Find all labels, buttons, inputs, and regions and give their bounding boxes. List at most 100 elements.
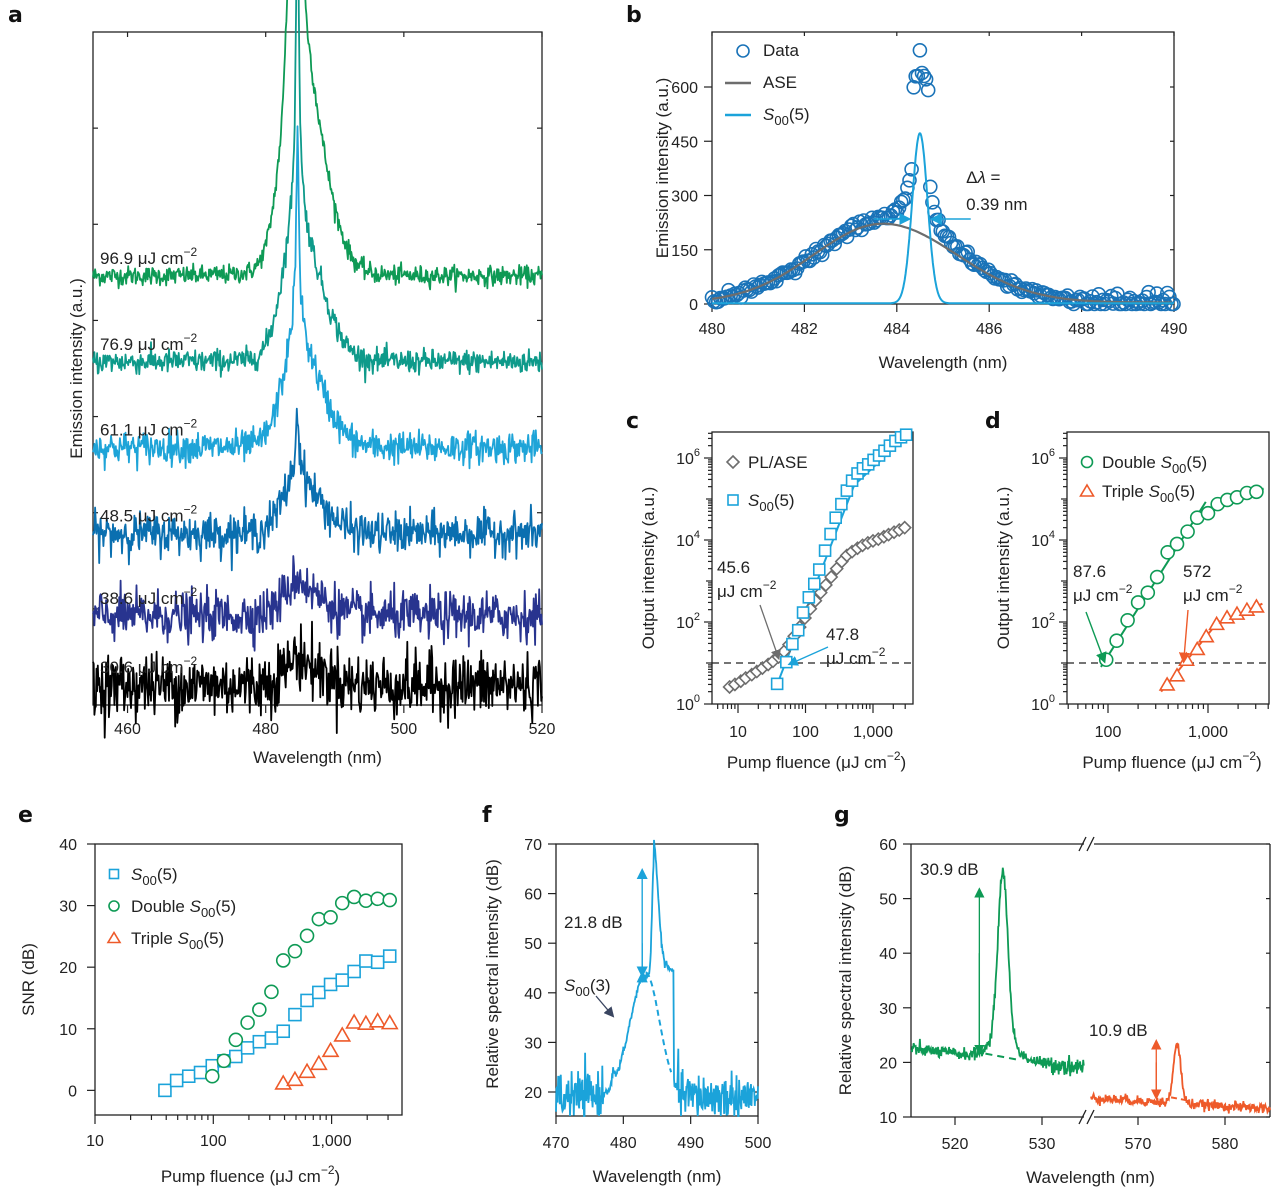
x-axis-label: Wavelength (nm): [253, 748, 382, 767]
panel-b-chart: 480 482 484 486 488 490 0 150 300 450 600 Wavelengt…: [653, 31, 1187, 372]
y-tick-label: 102: [676, 611, 700, 632]
double-s00-point: [1169, 536, 1185, 552]
panel-letter-c: c: [626, 409, 639, 434]
axis-break-mark: [1086, 1109, 1095, 1125]
double-s00-point: [1249, 484, 1264, 500]
panel-letter-a: a: [8, 3, 23, 28]
x-axis-label: Wavelength (nm): [1026, 1168, 1155, 1187]
y-axis-label: Output intensity (a.u.): [994, 487, 1013, 650]
legend-pl-marker: [725, 454, 741, 470]
annotation-87-6-value: 87.6: [1073, 562, 1106, 581]
pl-ase-point: [897, 520, 912, 535]
x-axis-label: Pump fluence (μJ cm−2): [161, 1163, 340, 1186]
x-tick-label: 482: [791, 321, 818, 338]
s00-point: [770, 677, 784, 691]
y-tick-label: 40: [59, 837, 77, 854]
s00-fit-line: [712, 132, 1174, 305]
panel-letter-e: e: [18, 803, 33, 828]
s00-snr-point: [240, 1041, 255, 1055]
legend-triple-s00-label: Triple S00(5): [131, 929, 224, 952]
annotation-47-8-value: 47.8: [826, 625, 859, 644]
y-tick-label: 102: [1031, 611, 1055, 632]
x-axis-label: Pump fluence (μJ cm−2): [1082, 749, 1261, 772]
double-s00-snr-point: [358, 893, 374, 908]
panel-c-chart: 100 102 104 106 10 100 1,000 Pump fluence (μJ c…: [639, 428, 914, 772]
x-tick-label: 530: [1029, 1136, 1056, 1153]
legend-data-label: Data: [763, 41, 799, 60]
y-tick-label: 300: [671, 189, 698, 206]
panel-letter-g: g: [834, 803, 850, 828]
series-label: 38.6 μJ cm−2: [100, 585, 198, 608]
legend-triple-marker: [1079, 483, 1095, 497]
double-s00-snr-point: [204, 1068, 220, 1084]
y-tick-label: 0: [68, 1083, 77, 1100]
y-tick-label: 100: [676, 693, 700, 714]
triple-spectrum-line: [1090, 1042, 1271, 1115]
triple-snr-label: 10.9 dB: [1089, 1021, 1148, 1040]
data-point: [920, 82, 936, 98]
data-point: [910, 68, 926, 84]
double-s00-snr-point: [275, 953, 291, 968]
s00-point: [796, 606, 810, 619]
x-tick-label: 520: [942, 1136, 969, 1153]
y-axis-label: Emission intensity (a.u.): [67, 278, 86, 458]
spectrum-line: [92, 125, 543, 472]
triple-s00-snr-point: [368, 1012, 387, 1028]
legend-s00-label: S00(5): [748, 491, 795, 514]
panel-e-chart: 0 10 20 30 40 10 100 1,000 Pump fluence (μJ cm−2…: [19, 837, 403, 1186]
triple-s00-point: [1188, 640, 1206, 656]
legend-data-marker: [736, 44, 750, 58]
series-label: 61.1 μJ cm−2: [100, 417, 198, 440]
s00-snr-point: [300, 993, 314, 1008]
y-tick-label: 30: [59, 899, 77, 916]
s00-point: [786, 637, 799, 651]
y-tick-label: 40: [524, 986, 542, 1003]
s00-snr-point: [382, 949, 397, 963]
y-tick-label: 10: [59, 1022, 77, 1039]
legend-triple-s00-marker: [106, 930, 122, 944]
annotation-45-6-unit: μJ cm−2: [717, 578, 777, 601]
triple-s00-snr-point: [380, 1014, 399, 1030]
legend-s00-label: S00(5): [763, 105, 810, 128]
triple-s00-point: [1197, 628, 1215, 643]
background-fit-dashed: [645, 971, 673, 1073]
y-axis-label: Relative spectral intensity (dB): [483, 859, 502, 1089]
legend-s00-label: S00(5): [131, 865, 178, 888]
spectrum-line: [92, 0, 543, 384]
y-axis-label: Emission intensity (a.u.): [653, 78, 672, 258]
annotation-47-8-unit: μJ cm−2: [826, 645, 886, 668]
double-s00-point: [1120, 613, 1135, 628]
y-tick-label: 0: [689, 297, 698, 314]
spectrum-line: [92, 0, 543, 293]
spectrum-line: [92, 555, 543, 652]
y-axis-label: Output intensity (a.u.): [639, 487, 658, 650]
x-tick-label: 10: [86, 1133, 104, 1150]
x-tick-label: 480: [699, 321, 726, 338]
series-label: 48.5 μJ cm−2: [100, 502, 198, 525]
annotation-47-8-arrow: [787, 646, 829, 666]
data-point: [893, 194, 909, 210]
s00-snr-point: [347, 964, 361, 979]
x-tick-label: 486: [976, 321, 1003, 338]
double-s00-snr-point: [311, 911, 327, 927]
data-point: [762, 275, 778, 291]
s00-point: [818, 544, 832, 557]
triple-s00-snr-point: [345, 1013, 364, 1029]
x-tick-label: 484: [883, 321, 910, 338]
spectrum-line: [92, 407, 543, 572]
y-axis-label: SNR (dB): [19, 943, 38, 1016]
annotation-45-6-value: 45.6: [717, 558, 750, 577]
double-s00-snr-point: [299, 928, 315, 944]
triple-s00-point: [1248, 598, 1265, 613]
y-tick-label: 50: [524, 936, 542, 953]
legend-pl-label: PL/ASE: [748, 453, 808, 472]
double-s00-snr-point: [370, 891, 385, 907]
annotation-572-unit: μJ cm−2: [1183, 582, 1243, 605]
s00-point: [780, 655, 793, 669]
double-s00-snr-point: [264, 984, 279, 1000]
s00-point: [807, 577, 821, 591]
double-s00-point: [1180, 524, 1195, 539]
x-tick-label: 480: [610, 1135, 637, 1152]
x-tick-label: 470: [543, 1135, 570, 1152]
s00-snr-point: [229, 1049, 243, 1064]
